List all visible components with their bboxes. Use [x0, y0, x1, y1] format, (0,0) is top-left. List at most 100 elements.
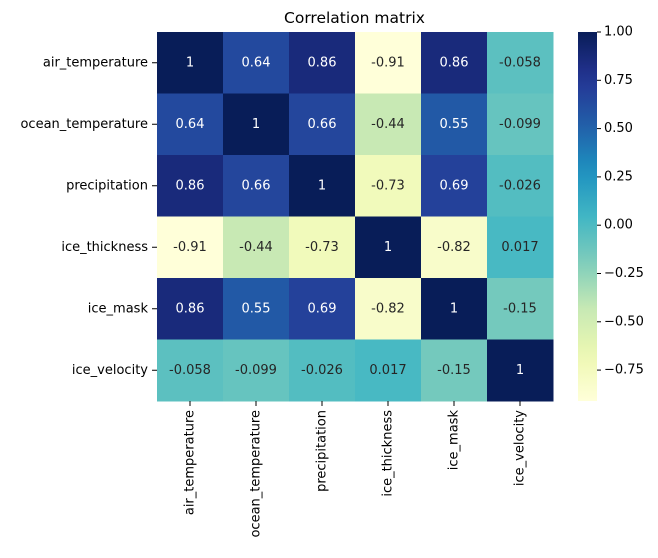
cell-value-label: -0.15 [503, 301, 537, 316]
heatmap-cell [487, 155, 554, 217]
cell-value-label: 0.86 [440, 55, 469, 70]
cell-value-label: -0.44 [239, 240, 273, 255]
heatmap-cell [355, 32, 422, 94]
row-tick-label: ocean_temperature [20, 117, 148, 132]
cell-value-label: 0.86 [176, 178, 205, 193]
cell-value-label: -0.026 [499, 178, 541, 193]
heatmap-cell [289, 216, 356, 279]
heatmap-cell [355, 93, 422, 156]
cell-value-label: 1 [252, 117, 260, 132]
heatmap-cell [421, 278, 488, 340]
chart-title: Correlation matrix [284, 9, 425, 27]
heatmap-cell [355, 155, 422, 217]
heatmap-cell-labels: 1 0.64 0.86 -0.91 0.86 -0.058 0.64 1 0.66 -0.44 0.… [169, 55, 541, 378]
row-tick-labels: air_temperature ocean_temperature precipit… [20, 55, 157, 378]
heatmap-cell [289, 339, 356, 402]
heatmap-cell [223, 339, 290, 402]
cell-value-label: -0.91 [371, 55, 405, 70]
heatmap-cell [157, 93, 224, 156]
colorbar-tick-label: 0.25 [604, 169, 633, 184]
heatmap-cell [157, 216, 224, 279]
colorbar-tick-label: −0.50 [604, 314, 644, 329]
heatmap-cell [223, 32, 290, 94]
colorbar-tick-label: 1.00 [604, 25, 633, 40]
heatmap-cell [223, 278, 290, 340]
column-tick-label: ocean_temperature [249, 410, 264, 538]
row-tick-label: ice_velocity [72, 363, 148, 378]
heatmap-cell [157, 155, 224, 217]
column-tick-label: ice_mask [447, 410, 462, 471]
cell-value-label: 1 [516, 363, 524, 378]
cell-value-label: 0.64 [242, 55, 271, 70]
cell-value-label: 0.64 [176, 117, 205, 132]
cell-value-label: 1 [318, 178, 326, 193]
heatmap-cell [355, 278, 422, 340]
cell-value-label: 0.017 [369, 363, 406, 378]
cell-value-label: -0.026 [301, 363, 343, 378]
heatmap-cells [157, 32, 554, 402]
colorbar-tick-label: 0.00 [604, 218, 633, 233]
heatmap-cell [421, 155, 488, 217]
heatmap-cell [421, 32, 488, 94]
cell-value-label: 0.55 [440, 117, 469, 132]
heatmap-cell [157, 339, 224, 402]
colorbar-tick-label: 0.75 [604, 73, 633, 88]
colorbar-tick-label: −0.25 [604, 266, 644, 281]
heatmap-cell [289, 32, 356, 94]
cell-value-label: -0.73 [371, 178, 405, 193]
heatmap-cell [487, 278, 554, 340]
column-tick-label: ice_velocity [513, 410, 528, 486]
cell-value-label: -0.82 [371, 301, 405, 316]
cell-value-label: -0.058 [169, 363, 211, 378]
cell-value-label: -0.099 [235, 363, 277, 378]
heatmap-cell [487, 339, 554, 402]
cell-value-label: -0.91 [173, 240, 207, 255]
cell-value-label: 0.86 [176, 301, 205, 316]
cell-value-label: 0.66 [242, 178, 271, 193]
colorbar-tick-label: 0.50 [604, 121, 633, 136]
cell-value-label: -0.82 [437, 240, 471, 255]
row-tick-label: air_temperature [43, 55, 148, 70]
row-tick-label: precipitation [66, 178, 148, 193]
cell-value-label: 1 [186, 55, 194, 70]
cell-value-label: -0.44 [371, 117, 405, 132]
cell-value-label: -0.058 [499, 55, 541, 70]
row-tick-label: ice_mask [88, 301, 149, 316]
cell-value-label: 1 [450, 301, 458, 316]
heatmap-cell [487, 32, 554, 94]
cell-value-label: -0.15 [437, 363, 471, 378]
cell-value-label: 0.69 [308, 301, 337, 316]
heatmap-cell [355, 339, 422, 402]
column-tick-labels: air_temperature ocean_temperature precipit… [183, 401, 528, 538]
cell-value-label: 0.66 [308, 117, 337, 132]
cell-value-label: 0.55 [242, 301, 271, 316]
heatmap-cell [157, 32, 224, 94]
column-tick-label: air_temperature [183, 410, 198, 515]
colorbar-gradient [578, 32, 597, 401]
cell-value-label: 0.69 [440, 178, 469, 193]
heatmap-cell [355, 216, 422, 279]
row-tick-label: ice_thickness [61, 240, 148, 255]
cell-value-label: 0.86 [308, 55, 337, 70]
heatmap-cell [289, 278, 356, 340]
heatmap-cell [487, 216, 554, 279]
cell-value-label: -0.099 [499, 117, 541, 132]
heatmap-cell [421, 216, 488, 279]
heatmap-cell [157, 278, 224, 340]
heatmap-cell [289, 155, 356, 217]
heatmap-cell [223, 93, 290, 156]
heatmap-cell [289, 93, 356, 156]
cell-value-label: 0.017 [501, 240, 538, 255]
cell-value-label: 1 [384, 240, 392, 255]
column-tick-label: precipitation [315, 410, 330, 492]
colorbar-tick-label: −0.75 [604, 363, 644, 378]
cell-value-label: -0.73 [305, 240, 339, 255]
column-tick-label: ice_thickness [381, 410, 396, 497]
heatmap-cell [223, 216, 290, 279]
heatmap-cell [421, 339, 488, 402]
heatmap-cell [421, 93, 488, 156]
heatmap-cell [487, 93, 554, 156]
colorbar: 1.00 0.75 0.50 0.25 0.00 −0.25 −0.50 −0.75 [578, 25, 644, 401]
heatmap-cell [223, 155, 290, 217]
